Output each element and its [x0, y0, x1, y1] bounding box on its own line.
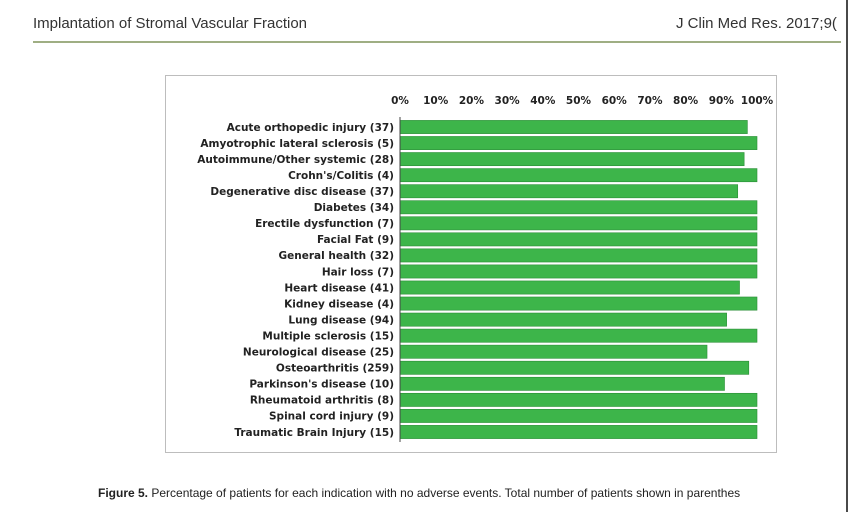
- x-tick-label: 40%: [530, 95, 556, 107]
- bar: [399, 136, 758, 150]
- category-label: Neurological disease (25): [243, 347, 394, 359]
- journal-citation: J Clin Med Res. 2017;9(: [676, 15, 837, 32]
- category-label: Erectile dysfunction (7): [255, 218, 394, 230]
- x-tick-label: 80%: [673, 95, 699, 107]
- category-label: Rheumatoid arthritis (8): [250, 395, 394, 407]
- category-label: Heart disease (41): [284, 282, 394, 294]
- bar: [399, 120, 748, 134]
- x-tick-label: 50%: [566, 95, 592, 107]
- category-label: Osteoarthritis (259): [276, 363, 394, 375]
- bar: [399, 376, 725, 391]
- x-tick-label: 100%: [741, 95, 774, 107]
- x-tick-label: 70%: [637, 95, 663, 107]
- x-tick-label: 30%: [495, 95, 521, 107]
- category-label: Multiple sclerosis (15): [262, 330, 394, 342]
- bar: [399, 409, 758, 423]
- category-label: Crohn's/Colitis (4): [288, 170, 394, 182]
- bar: [399, 425, 758, 439]
- category-label: Parkinson's disease (10): [249, 379, 394, 391]
- bar-chart: 0% 10% 20% 30% 40% 50% 60% 70% 80% 90% 100% Acute …: [197, 95, 774, 442]
- category-label: Hair loss (7): [322, 266, 394, 278]
- bar: [399, 248, 758, 263]
- header-divider: [33, 41, 841, 43]
- category-label: Diabetes (34): [314, 202, 394, 214]
- bar: [399, 232, 758, 247]
- bar: [399, 360, 750, 375]
- bar: [399, 344, 708, 359]
- category-label: Amyotrophic lateral sclerosis (5): [200, 138, 394, 150]
- running-title: Implantation of Stromal Vascular Fractio…: [33, 15, 308, 32]
- x-tick-label: 90%: [709, 95, 735, 107]
- bar: [399, 216, 758, 231]
- x-tick-label: 20%: [459, 95, 485, 107]
- category-label: Acute orthopedic injury (37): [227, 122, 394, 134]
- x-tick-label: 0%: [391, 95, 409, 107]
- category-label: Kidney disease (4): [284, 298, 394, 310]
- category-label: General health (32): [279, 250, 395, 262]
- bar: [399, 328, 758, 343]
- figure-caption-text: Percentage of patients for each indicati…: [148, 486, 741, 500]
- y-axis-labels: Acute orthopedic injury (37) Amyotrophic …: [197, 122, 394, 439]
- bar: [399, 392, 758, 407]
- category-label: Degenerative disc disease (37): [210, 186, 394, 198]
- category-label: Traumatic Brain Injury (15): [234, 427, 394, 439]
- x-tick-label: 10%: [423, 95, 449, 107]
- bar: [399, 296, 758, 311]
- category-label: Lung disease (94): [288, 314, 394, 326]
- page-header: Implantation of Stromal Vascular Fractio…: [0, 0, 853, 44]
- bar: [399, 280, 740, 295]
- bar: [399, 152, 745, 167]
- category-label: Facial Fat (9): [317, 234, 394, 246]
- page-edge-divider: [846, 0, 848, 512]
- figure-label: Figure 5.: [98, 486, 149, 500]
- bar: [399, 200, 758, 215]
- category-label: Autoimmune/Other systemic (28): [197, 154, 394, 166]
- bar-series: [399, 120, 758, 439]
- x-axis-ticks: 0% 10% 20% 30% 40% 50% 60% 70% 80% 90% 100%: [391, 95, 774, 107]
- bar: [399, 184, 739, 199]
- category-label: Spinal cord injury (9): [269, 411, 394, 423]
- figure-caption: Figure 5. Percentage of patients for eac…: [98, 486, 838, 500]
- x-tick-label: 60%: [602, 95, 628, 107]
- bar: [399, 312, 727, 327]
- bar: [399, 168, 758, 183]
- bar: [399, 264, 758, 279]
